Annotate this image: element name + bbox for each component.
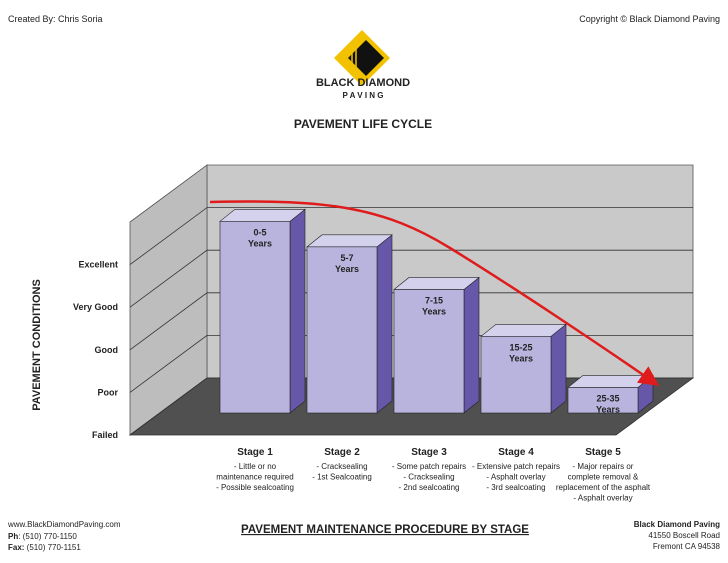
bar-top [306,234,393,248]
bar-label: Years [509,353,533,363]
stage-description: - Some patch repairs [392,462,466,471]
x-tick-label: Stage 4 [498,447,534,458]
brand-sub: P A V I N G [342,91,383,100]
y-tick-label: Excellent [78,260,118,270]
bar [219,221,291,414]
chart-title: PAVEMENT LIFE CYCLE [294,117,432,131]
bar-top [567,375,654,388]
stage-description: - Asphalt overlay [486,473,545,482]
y-tick-label: Poor [97,387,118,397]
stage-description: - Cracksealing [316,462,367,471]
bar [480,336,552,414]
brand: BLACK DIAMOND [316,77,410,89]
copyright: Copyright © Black Diamond Paving [579,14,720,24]
stage-description: - 3rd sealcoating [486,483,545,492]
stage-description: - Cracksealing [403,473,454,482]
x-tick-label: Stage 5 [585,447,621,458]
bar-top [480,324,567,337]
stage-description: - Possible sealcoating [216,483,294,492]
company: Black Diamond Paving [634,520,720,529]
phone: Ph: (510) 770-1150 [8,532,77,541]
y-tick-label: Failed [92,430,118,440]
x-tick-label: Stage 1 [237,447,273,458]
stage-description: - 2nd sealcoating [399,483,460,492]
logo [334,30,390,86]
x-tick-label: Stage 3 [411,447,447,458]
fax-label: Fax: [8,543,24,552]
trend-arrow [209,200,660,386]
credit: Created By: Chris Soria [8,14,103,24]
stage-description: - 1st Sealcoating [312,473,372,482]
bar-label: Years [596,404,620,414]
bar-side [376,234,393,414]
address: Fremont CA 94538 [653,542,721,551]
bar [393,289,465,414]
bar [306,246,378,414]
bar-top [219,209,306,222]
bar-label: 0-5 [253,227,266,237]
bar-label: Years [335,264,359,274]
stage-description: - Little or no [234,462,277,471]
stage-description: maintenance required [216,473,293,482]
x-tick-label: Stage 2 [324,447,360,458]
bar-side [550,323,567,414]
fax: Fax: (510) 770-1151 [8,543,81,552]
grid-line [129,249,693,308]
bar-top [393,277,480,290]
stage-description: - Asphalt overlay [573,494,632,503]
stage-description: - Major repairs or [573,462,634,471]
phone-label: Ph [8,532,18,541]
grid-line [129,207,693,265]
address: 41550 Boscell Road [648,531,720,540]
caption: PAVEMENT MAINTENANCE PROCEDURE BY STAGE [241,524,529,536]
bar-label: Years [422,306,446,316]
bar-label: 7-15 [425,295,443,305]
bar-side [289,208,306,414]
stage-description: - Extensive patch repairs [472,462,560,471]
phone-number: : (510) 770-1150 [18,532,77,541]
bar-label: Years [248,238,272,248]
y-tick-label: Very Good [73,302,118,312]
y-axis-label: PAVEMENT CONDITIONS [31,279,43,411]
grid-line [129,292,693,351]
stage-description: replacement of the asphalt [556,483,651,492]
bar-label: 25-35 [596,393,619,403]
stage-description: complete removal & [568,473,639,482]
y-tick-label: Good [95,345,119,355]
bar-label: 15-25 [509,342,532,352]
fax-number: (510) 770-1151 [24,543,81,552]
website: www.BlackDiamondPaving.com [7,520,121,529]
bar-label: 5-7 [340,253,353,263]
bar-side [463,276,480,414]
bar [567,387,639,414]
